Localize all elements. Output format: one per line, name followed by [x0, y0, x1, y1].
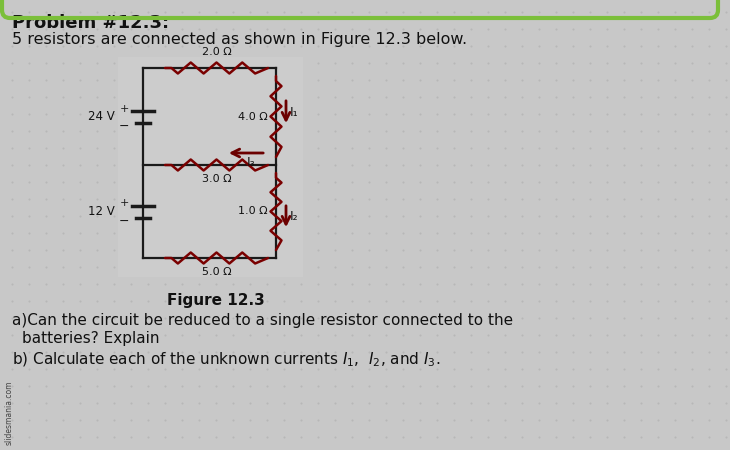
Text: slidesmania.com: slidesmania.com: [5, 381, 14, 445]
Text: Problem #12.3:: Problem #12.3:: [12, 14, 169, 32]
Text: −: −: [118, 215, 129, 228]
Text: +: +: [120, 104, 129, 113]
Text: a)Can the circuit be reduced to a single resistor connected to the: a)Can the circuit be reduced to a single…: [12, 313, 513, 328]
Text: 5 resistors are connected as shown in Figure 12.3 below.: 5 resistors are connected as shown in Fi…: [12, 32, 467, 47]
Text: −: −: [118, 120, 129, 133]
Text: I₁: I₁: [290, 105, 299, 118]
Text: Figure 12.3: Figure 12.3: [166, 293, 264, 308]
Text: I₂: I₂: [290, 210, 299, 223]
Text: +: +: [120, 198, 129, 208]
Text: I₃: I₃: [247, 156, 255, 169]
Text: 1.0 Ω: 1.0 Ω: [239, 207, 268, 216]
Text: 5.0 Ω: 5.0 Ω: [201, 267, 231, 277]
Text: 12 V: 12 V: [88, 205, 115, 218]
Text: 24 V: 24 V: [88, 110, 115, 123]
Text: 4.0 Ω: 4.0 Ω: [238, 112, 268, 122]
Text: batteries? Explain: batteries? Explain: [22, 331, 159, 346]
Text: 3.0 Ω: 3.0 Ω: [201, 174, 231, 184]
Text: 2.0 Ω: 2.0 Ω: [201, 47, 231, 57]
FancyBboxPatch shape: [118, 57, 303, 277]
Text: b) Calculate each of the unknown currents $I_1$,  $I_2$, and $I_3$.: b) Calculate each of the unknown current…: [12, 351, 440, 369]
